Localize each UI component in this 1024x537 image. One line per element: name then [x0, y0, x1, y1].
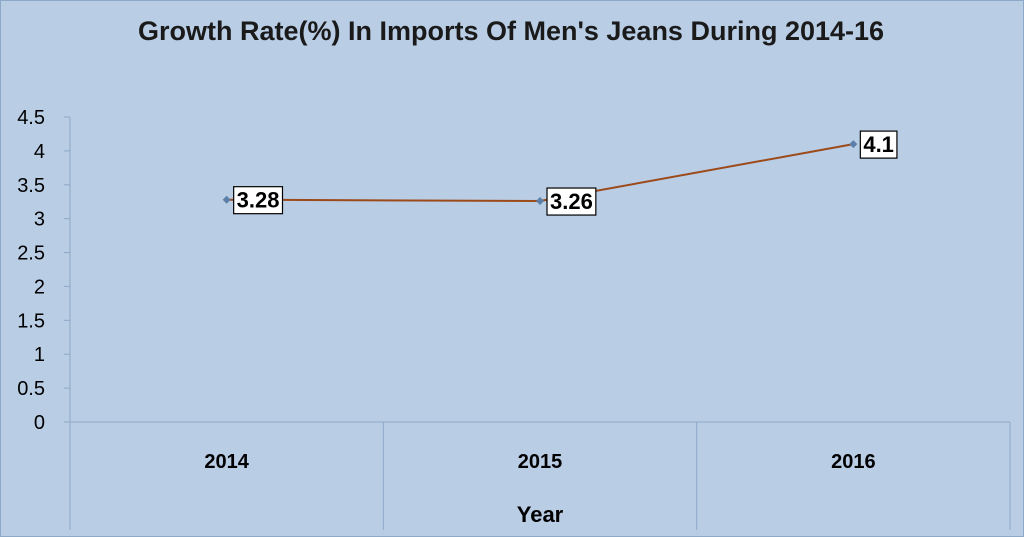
y-tick-label: 3	[34, 209, 45, 231]
chart-title: Growth Rate(%) In Imports Of Men's Jeans…	[137, 16, 885, 46]
data-label-text: 3.28	[237, 188, 280, 213]
data-label: 4.1	[859, 130, 898, 159]
x-axis-title: Year	[517, 502, 564, 527]
data-label: 3.26	[546, 187, 597, 216]
y-tick-label: 4.5	[17, 107, 45, 129]
data-point	[536, 197, 544, 206]
x-axis: 2014 2015 2016	[70, 421, 1011, 530]
data-label-box	[546, 187, 597, 216]
y-tick-label: 4	[34, 141, 45, 163]
data-label-text: 3.26	[550, 189, 593, 214]
y-tick-label: 1.5	[17, 310, 45, 332]
x-tick-label: 2015	[518, 451, 563, 473]
data-label-box	[859, 130, 898, 159]
x-tick-label: 2016	[831, 451, 876, 473]
y-tick-label: 2.5	[17, 243, 45, 265]
data-label: 3.28	[233, 186, 284, 215]
y-tick-label: 3.5	[17, 175, 45, 197]
data-point	[849, 140, 858, 149]
y-axis: 0 0.5 1 1.5 2 2.5 3 3.5 4 4.5	[17, 107, 71, 530]
data-label-box	[233, 186, 284, 215]
series-line	[226, 143, 854, 203]
x-tick-label: 2014	[204, 451, 249, 473]
series-layer	[222, 140, 858, 206]
y-tick-label: 2	[34, 276, 45, 298]
y-tick-label: 0.5	[17, 378, 45, 400]
data-label-layer: 3.28 3.26 4.1	[233, 130, 898, 216]
y-tick-label: 0	[34, 412, 45, 434]
data-point	[222, 195, 231, 204]
y-tick-label: 1	[34, 344, 45, 366]
data-label-text: 4.1	[863, 132, 894, 157]
